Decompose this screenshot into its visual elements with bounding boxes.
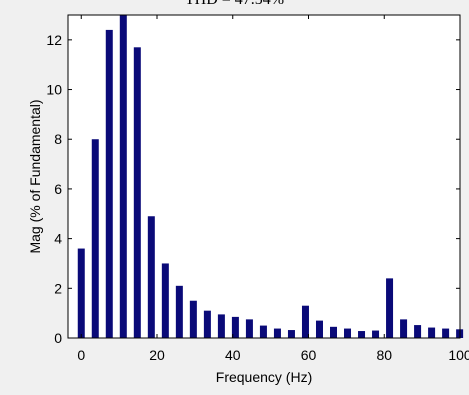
chart-title: THD = 47.54% [0, 0, 469, 11]
bar-18 [330, 326, 337, 338]
x-axis-label: Frequency (Hz) [216, 369, 312, 385]
y-tick-label-8: 8 [54, 131, 62, 147]
bar-15 [287, 330, 295, 338]
y-tick-label-4: 4 [54, 231, 62, 247]
bar-20 [358, 331, 366, 338]
y-tick-label-2: 2 [54, 280, 62, 296]
bar-8 [189, 300, 197, 338]
bar-7 [175, 285, 183, 338]
bar-25 [428, 327, 436, 338]
y-tick-label-0: 0 [54, 330, 62, 346]
bar-13 [259, 325, 267, 338]
bar-14 [273, 328, 281, 338]
bar-11 [231, 316, 239, 338]
bar-5 [147, 216, 155, 338]
bar-10 [217, 314, 225, 338]
plot-area [68, 15, 460, 338]
x-tick-label-60: 60 [301, 347, 317, 363]
bar-6 [161, 263, 169, 338]
axes-box [67, 14, 461, 339]
x-tick-label-0: 0 [77, 347, 85, 363]
x-tick-label-20: 20 [149, 347, 165, 363]
y-tick-label-12: 12 [46, 32, 62, 48]
x-tick-label-100: 100 [448, 347, 469, 363]
bar-16 [301, 305, 309, 338]
bar-17 [315, 320, 323, 338]
bar-21 [372, 330, 380, 338]
x-tick-label-40: 40 [225, 347, 241, 363]
bar-22 [386, 278, 394, 338]
bar-1 [91, 139, 99, 338]
bar-26 [442, 328, 450, 338]
bar-0 [77, 248, 85, 338]
x-tick-label-80: 80 [376, 347, 392, 363]
bar-12 [245, 319, 253, 338]
y-tick-label-10: 10 [46, 82, 62, 98]
bar-23 [400, 319, 408, 338]
bar-24 [414, 325, 422, 338]
y-tick-label-6: 6 [54, 181, 62, 197]
y-axis-label: Mag (% of Fundamental) [27, 99, 43, 253]
bar-3 [119, 15, 127, 338]
bar-2 [105, 29, 113, 338]
bar-9 [203, 310, 211, 338]
bar-19 [344, 328, 352, 338]
bar-4 [133, 47, 141, 339]
